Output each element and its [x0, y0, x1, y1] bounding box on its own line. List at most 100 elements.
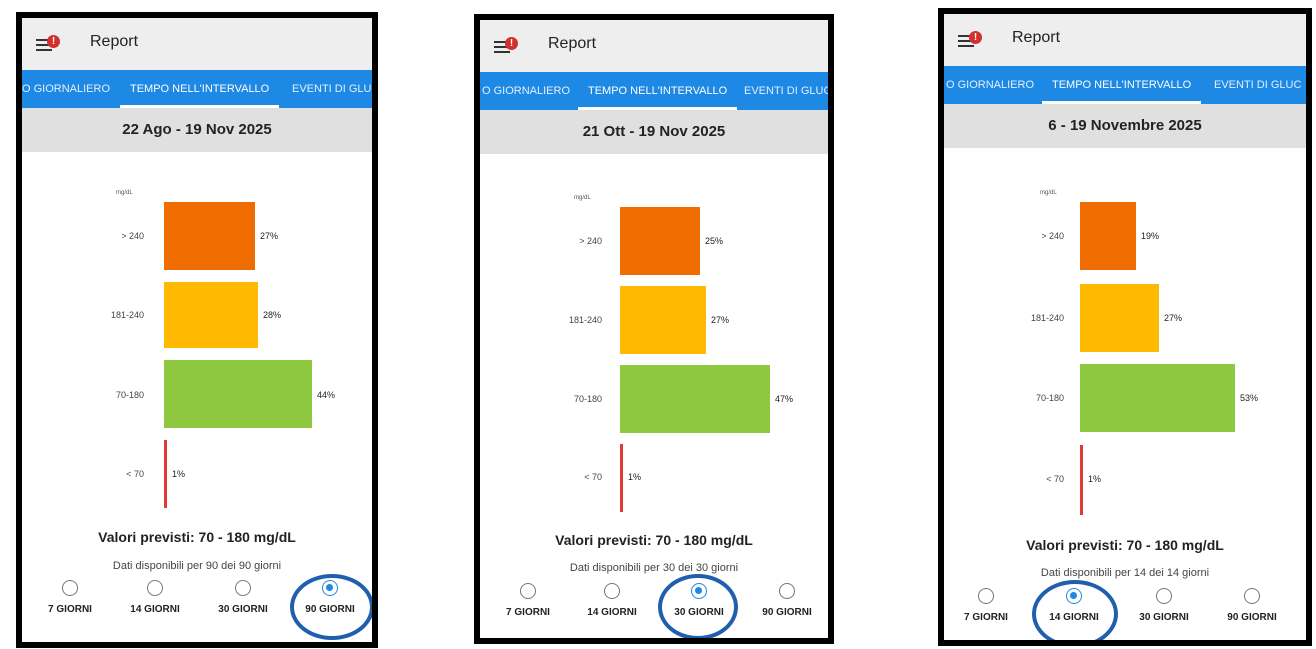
option-label: 14 GIORNI [587, 607, 637, 618]
tab-glucose-events[interactable]: EVENTI DI GLUC [744, 85, 832, 97]
option-30-days[interactable]: 30 GIORNI [201, 580, 285, 615]
option-label: 90 GIORNI [1227, 612, 1277, 623]
date-range: 21 Ott - 19 Nov 2025 [480, 110, 828, 154]
range-label-high: 181-240 [110, 310, 144, 320]
range-label-low: < 70 [126, 469, 144, 479]
page-title: Report [548, 35, 597, 52]
bar-high [620, 286, 706, 354]
tab-bar: O GIORNALIERO TEMPO NELL'INTERVALLO EVEN… [22, 70, 372, 108]
tab-bar: O GIORNALIERO TEMPO NELL'INTERVALLO EVEN… [480, 72, 828, 110]
option-14-days[interactable]: 14 GIORNI [570, 583, 654, 618]
option-90-days[interactable]: 90 GIORNI [1210, 588, 1294, 623]
hamburger-menu-icon[interactable]: ! [36, 35, 62, 54]
bar-low [1080, 445, 1083, 515]
selection-highlight-ring [290, 574, 372, 640]
hamburger-menu-icon[interactable]: ! [494, 37, 520, 56]
option-14-days[interactable]: 14 GIORNI [113, 580, 197, 615]
unit-label: mg/dL [574, 195, 591, 201]
value-label-in-range: 53% [1240, 393, 1259, 403]
range-label-in-range: 70-180 [573, 394, 602, 404]
value-label-in-range: 47% [775, 394, 794, 404]
date-range: 6 - 19 Novembre 2025 [944, 104, 1306, 148]
option-30-days[interactable]: 30 GIORNI [1122, 588, 1206, 623]
option-7-days[interactable]: 7 GIORNI [28, 580, 112, 615]
bar-in-range [164, 360, 312, 428]
value-label-low: 1% [1088, 474, 1102, 484]
tab-daily[interactable]: O GIORNALIERO [22, 83, 111, 95]
bar-very-high [1080, 202, 1136, 270]
phone-screen-2: ! Report O GIORNALIERO TEMPO NELL'INTERV… [474, 14, 834, 644]
unit-label: mg/dL [1040, 190, 1057, 196]
app-header: ! Report [22, 18, 372, 70]
tab-glucose-events[interactable]: EVENTI DI GLUC [1214, 79, 1302, 91]
phone-screen-3: ! Report O GIORNALIERO TEMPO NELL'INTERV… [938, 8, 1312, 646]
radio-14-days[interactable] [604, 583, 620, 599]
value-label-high: 27% [711, 315, 730, 325]
value-label-in-range: 44% [317, 390, 336, 400]
phone-screen-1: ! Report O GIORNALIERO TEMPO NELL'INTERV… [16, 12, 378, 648]
bar-high [1080, 284, 1159, 352]
tab-bar: O GIORNALIERO TEMPO NELL'INTERVALLO EVEN… [944, 66, 1306, 104]
value-label-high: 27% [1164, 313, 1183, 323]
radio-30-days[interactable] [235, 580, 251, 596]
app-header: ! Report [944, 14, 1306, 66]
data-availability-text: Dati disponibili per 90 dei 90 giorni [112, 560, 282, 572]
value-label-very-high: 27% [260, 231, 279, 241]
option-label: 7 GIORNI [506, 607, 550, 618]
radio-30-days[interactable] [1156, 588, 1172, 604]
page-title: Report [90, 33, 139, 50]
bar-very-high [620, 207, 700, 275]
value-label-low: 1% [172, 469, 186, 479]
bar-low [620, 444, 623, 512]
unit-label: mg/dL [116, 190, 133, 196]
selection-highlight-ring [658, 574, 738, 638]
bar-high [164, 282, 258, 348]
hamburger-menu-icon[interactable]: ! [958, 31, 984, 50]
app-header: ! Report [480, 20, 828, 72]
radio-14-days[interactable] [147, 580, 163, 596]
data-availability-text: Dati disponibili per 14 dei 14 giorni [1040, 567, 1210, 579]
alert-badge-icon: ! [47, 35, 60, 48]
radio-7-days[interactable] [62, 580, 78, 596]
alert-badge-icon: ! [969, 31, 982, 44]
option-label: 30 GIORNI [1139, 612, 1189, 623]
option-label: 7 GIORNI [964, 612, 1008, 623]
option-label: 7 GIORNI [48, 604, 92, 615]
radio-90-days[interactable] [1244, 588, 1260, 604]
range-label-low: < 70 [584, 472, 602, 482]
tab-glucose-events[interactable]: EVENTI DI GLUC [292, 83, 378, 95]
tab-time-in-range[interactable]: TEMPO NELL'INTERVALLO [1041, 66, 1202, 104]
option-7-days[interactable]: 7 GIORNI [944, 588, 1028, 623]
tab-time-in-range[interactable]: TEMPO NELL'INTERVALLO [577, 72, 738, 110]
radio-90-days[interactable] [779, 583, 795, 599]
data-availability-text: Dati disponibili per 30 dei 30 giorni [569, 562, 739, 574]
alert-badge-icon: ! [505, 37, 518, 50]
tab-time-in-range[interactable]: TEMPO NELL'INTERVALLO [119, 70, 280, 108]
range-label-in-range: 70-180 [1035, 393, 1064, 403]
target-range-text: Valori previsti: 70 - 180 mg/dL [1026, 537, 1224, 553]
option-90-days[interactable]: 90 GIORNI [745, 583, 828, 618]
option-7-days[interactable]: 7 GIORNI [486, 583, 570, 618]
range-label-very-high: > 240 [1041, 231, 1064, 241]
bar-low [164, 440, 167, 508]
tab-daily[interactable]: O GIORNALIERO [482, 85, 571, 97]
bar-very-high [164, 202, 255, 270]
selection-highlight-ring [1032, 580, 1118, 640]
value-label-high: 28% [263, 310, 282, 320]
range-label-very-high: > 240 [579, 236, 602, 246]
range-label-high: 181-240 [568, 315, 602, 325]
range-label-very-high: > 240 [121, 231, 144, 241]
value-label-low: 1% [628, 472, 642, 482]
radio-7-days[interactable] [978, 588, 994, 604]
page-title: Report [1012, 29, 1061, 46]
value-label-very-high: 19% [1141, 231, 1160, 241]
range-label-high: 181-240 [1030, 313, 1064, 323]
radio-7-days[interactable] [520, 583, 536, 599]
target-range-text: Valori previsti: 70 - 180 mg/dL [555, 532, 753, 548]
option-label: 90 GIORNI [762, 607, 812, 618]
range-label-in-range: 70-180 [115, 390, 144, 400]
tab-daily[interactable]: O GIORNALIERO [946, 79, 1035, 91]
range-label-low: < 70 [1046, 474, 1064, 484]
value-label-very-high: 25% [705, 236, 724, 246]
target-range-text: Valori previsti: 70 - 180 mg/dL [98, 529, 296, 545]
